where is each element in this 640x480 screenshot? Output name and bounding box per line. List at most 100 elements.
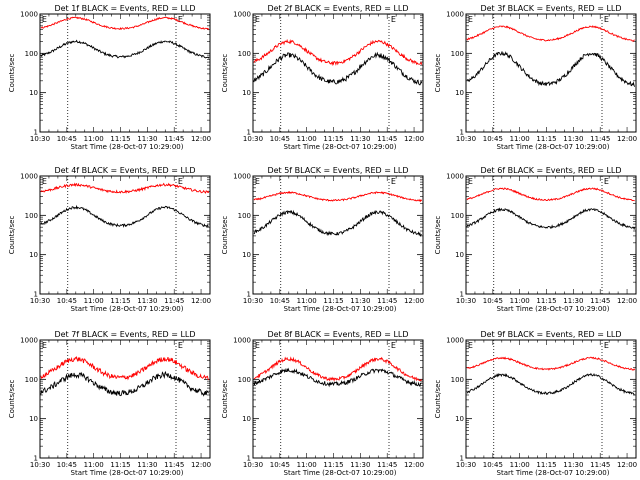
x-tick-label: 11:30 [563, 135, 583, 143]
plot-frame [465, 175, 637, 295]
y-tick-label: 100 [25, 212, 38, 220]
y-axis-label: Counts/sec [8, 54, 16, 93]
x-tick-label: 10:45 [483, 461, 503, 469]
marker-label: E [391, 341, 396, 350]
y-axis-label: Counts/sec [221, 216, 229, 255]
panel-title: Det 7f BLACK = Events, RED = LLD [54, 330, 195, 339]
events-series-line [253, 51, 423, 86]
x-tick-label: 11:15 [110, 135, 130, 143]
x-tick-label: 11:00 [297, 135, 317, 143]
events-series-line [40, 39, 210, 59]
x-tick-label: 11:30 [350, 297, 370, 305]
y-tick-label: 1 [247, 291, 251, 299]
plot-frame [252, 175, 424, 295]
x-tick-label: 11:00 [510, 461, 530, 469]
y-axis-label: Counts/sec [221, 54, 229, 93]
y-tick-label: 100 [238, 50, 251, 58]
y-tick-label: 10 [242, 415, 251, 423]
x-tick-label: 11:15 [323, 135, 343, 143]
marker-label: E [604, 15, 609, 24]
marker-label: E [391, 15, 396, 24]
marker-label: E [604, 177, 609, 186]
x-tick-label: 10:30 [456, 461, 476, 469]
plot-frame [252, 13, 424, 133]
marker-label: E [42, 341, 47, 350]
x-tick-label: 11:00 [84, 297, 104, 305]
chart-panel: Det 6f BLACK = Events, RED = LLD 1 10 100 10… [434, 166, 637, 313]
x-tick-label: 10:30 [30, 297, 50, 305]
events-series-line [466, 372, 635, 396]
x-tick-label: 11:30 [137, 297, 157, 305]
events-series-line [253, 367, 422, 388]
x-tick-label: 11:45 [377, 135, 397, 143]
x-tick-label: 10:45 [270, 461, 290, 469]
x-tick-label: 10:30 [243, 297, 263, 305]
y-tick-label: 1 [34, 455, 38, 463]
chart-panel: Det 8f BLACK = Events, RED = LLD 1 10 100 10… [221, 330, 424, 477]
x-tick-label: 12:00 [191, 135, 211, 143]
y-tick-label: 1 [34, 291, 38, 299]
x-tick-label: 10:45 [483, 297, 503, 305]
y-tick-label: 10 [29, 415, 38, 423]
x-tick-label: 12:00 [191, 297, 211, 305]
x-axis-label: Start Time (28-Oct-07 10:29:00) [284, 305, 397, 313]
chart-panel: Det 7f BLACK = Events, RED = LLD 1 10 100 10… [8, 330, 211, 477]
plot-frame [465, 339, 637, 459]
panel-title: Det 2f BLACK = Events, RED = LLD [267, 4, 408, 13]
x-tick-label: 11:15 [323, 461, 343, 469]
x-tick-label: 11:30 [350, 135, 370, 143]
y-tick-label: 100 [451, 212, 464, 220]
y-tick-label: 1000 [233, 337, 251, 345]
x-tick-label: 11:00 [297, 297, 317, 305]
marker-label: E [604, 341, 609, 350]
panel-title: Det 4f BLACK = Events, RED = LLD [54, 166, 195, 175]
y-tick-label: 1000 [233, 11, 251, 19]
x-tick-label: 10:30 [456, 135, 476, 143]
y-tick-label: 10 [242, 89, 251, 97]
y-tick-label: 1 [34, 129, 38, 137]
x-axis-label: Start Time (28-Oct-07 10:29:00) [497, 305, 610, 313]
chart-panel: Det 5f BLACK = Events, RED = LLD 1 10 100 10… [221, 166, 424, 313]
y-tick-label: 100 [25, 50, 38, 58]
events-series-line [466, 207, 636, 231]
y-tick-label: 10 [29, 251, 38, 259]
panel-title: Det 6f BLACK = Events, RED = LLD [480, 166, 621, 175]
x-tick-label: 11:30 [137, 135, 157, 143]
lld-series-line [466, 187, 635, 202]
panel-title: Det 3f BLACK = Events, RED = LLD [480, 4, 621, 13]
x-tick-label: 11:15 [536, 135, 556, 143]
y-tick-label: 10 [242, 251, 251, 259]
x-tick-label: 11:30 [563, 461, 583, 469]
x-tick-label: 11:45 [590, 297, 610, 305]
y-axis-label: Counts/sec [221, 380, 229, 419]
x-tick-label: 11:00 [510, 135, 530, 143]
lld-series-line [253, 356, 423, 382]
y-tick-label: 1 [460, 129, 464, 137]
marker-label: E [468, 341, 473, 350]
x-tick-label: 11:15 [110, 461, 130, 469]
y-axis-label: Counts/sec [434, 54, 442, 93]
events-series-line [40, 370, 209, 397]
x-tick-label: 11:30 [563, 297, 583, 305]
y-axis-label: Counts/sec [434, 216, 442, 255]
marker-label: E [178, 341, 183, 350]
chart-panel: Det 9f BLACK = Events, RED = LLD 1 10 100 10… [434, 330, 637, 477]
marker-label: E [178, 177, 183, 186]
x-tick-label: 11:15 [536, 461, 556, 469]
x-tick-label: 12:00 [617, 135, 637, 143]
x-tick-label: 10:45 [483, 135, 503, 143]
x-axis-label: Start Time (28-Oct-07 10:29:00) [284, 469, 397, 477]
x-axis-label: Start Time (28-Oct-07 10:29:00) [284, 143, 397, 151]
x-tick-label: 11:00 [84, 461, 104, 469]
x-tick-label: 11:45 [377, 297, 397, 305]
plot-frame [39, 339, 211, 459]
y-tick-label: 1 [460, 455, 464, 463]
x-tick-label: 12:00 [404, 461, 424, 469]
y-tick-label: 100 [451, 376, 464, 384]
y-tick-label: 10 [29, 89, 38, 97]
chart-panel: Det 3f BLACK = Events, RED = LLD 1 10 100 10… [434, 4, 637, 151]
y-tick-label: 1000 [233, 173, 251, 181]
marker-label: E [468, 177, 473, 186]
y-tick-label: 1000 [446, 11, 464, 19]
